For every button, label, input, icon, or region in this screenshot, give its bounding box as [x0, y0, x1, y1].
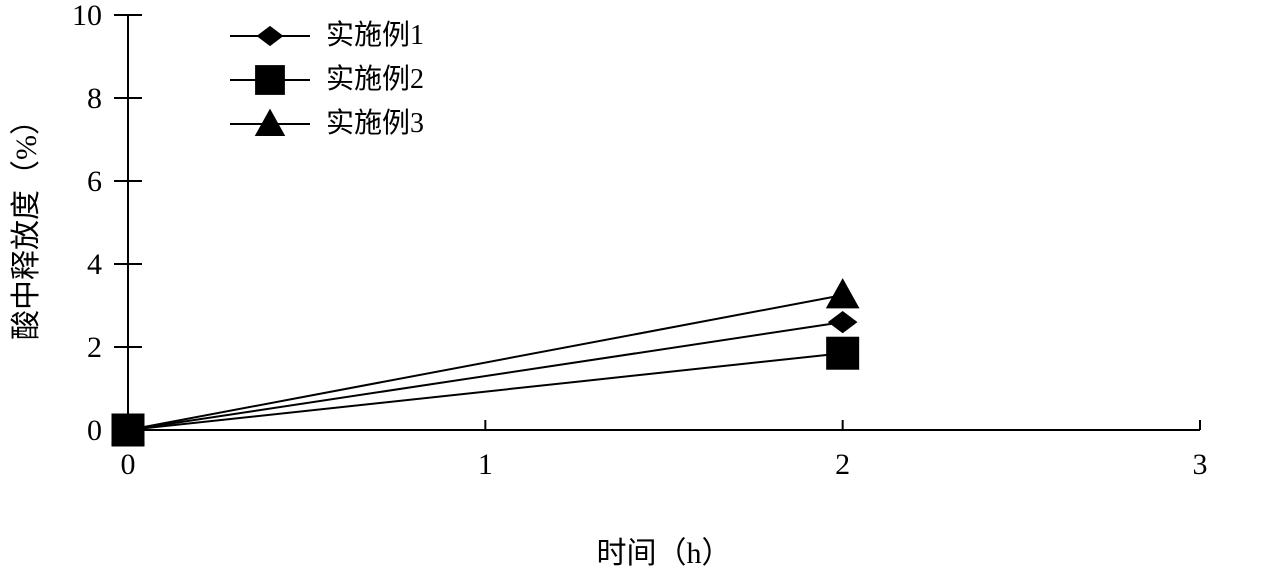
line-chart: 0 1 2 3 0 2 4 6 8 10 时间（h） 酸中释放度（%） 实施例1 实施例2 实施例3	[0, 0, 1261, 583]
y-axis-title: 酸中释放度（%）	[10, 105, 43, 340]
x-tick-label: 3	[1193, 448, 1208, 481]
x-tick-label: 2	[835, 448, 850, 481]
y-tick-label: 4	[87, 248, 102, 281]
y-tick-label: 6	[87, 165, 102, 198]
y-tick-label: 0	[87, 414, 102, 447]
legend-label: 实施例2	[326, 63, 424, 95]
legend-label: 实施例3	[326, 107, 424, 139]
series-marker	[827, 337, 859, 369]
y-tick-label: 10	[72, 0, 102, 32]
chart-container: 0 1 2 3 0 2 4 6 8 10 时间（h） 酸中释放度（%） 实施例1 实施例2 实施例3	[0, 0, 1261, 583]
x-axis-title: 时间（h）	[597, 537, 732, 570]
x-tick-label: 1	[478, 448, 493, 481]
legend-label: 实施例1	[326, 19, 424, 51]
x-tick-label: 0	[121, 448, 136, 481]
legend-marker	[256, 66, 285, 95]
chart-background	[0, 0, 1261, 583]
y-tick-label: 2	[87, 331, 102, 364]
y-tick-label: 8	[87, 82, 102, 115]
